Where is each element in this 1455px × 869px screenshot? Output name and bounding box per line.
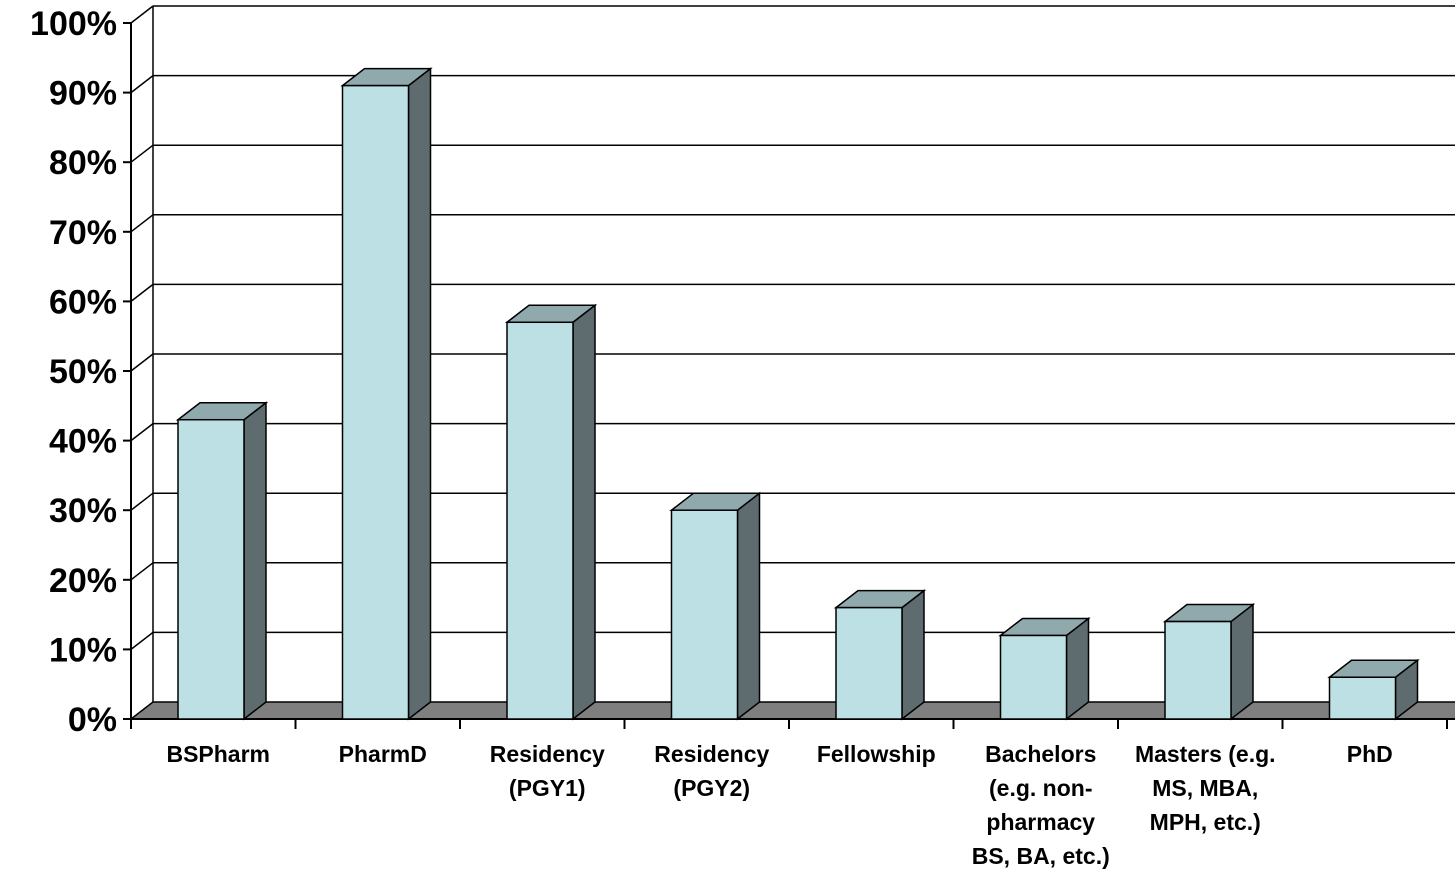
bar xyxy=(998,616,1091,721)
x-category-label: Masters (e.g. MS, MBA, MPH, etc.) xyxy=(1135,741,1276,835)
gridline-depth xyxy=(130,75,154,94)
bar xyxy=(504,303,598,721)
gridlines xyxy=(130,5,1455,702)
x-category-label-line: MS, MBA, xyxy=(1152,775,1258,801)
y-tick-label: 40% xyxy=(49,423,117,461)
y-tick-label: 30% xyxy=(49,492,117,530)
x-category-label-line: BS, BA, etc.) xyxy=(972,843,1110,869)
x-category-label-line: PharmD xyxy=(339,741,427,767)
gridline-depth xyxy=(130,353,154,372)
y-tick-label: 80% xyxy=(49,144,117,182)
bar-front xyxy=(835,606,903,720)
bar-front xyxy=(670,509,739,720)
y-tick-label: 10% xyxy=(49,631,117,669)
x-category-label: Residency (PGY2) xyxy=(654,741,769,801)
x-category-label-line: pharmacy xyxy=(986,809,1095,835)
gridline-depth xyxy=(130,423,154,442)
gridline-depth xyxy=(130,144,154,163)
y-tick-label: 20% xyxy=(49,562,117,600)
bar-side xyxy=(572,303,596,721)
x-category-label-line: Masters (e.g. xyxy=(1135,741,1276,767)
bars xyxy=(175,67,1420,721)
bar-side xyxy=(407,67,432,721)
x-category-label-line: Bachelors xyxy=(985,741,1096,767)
x-category-label-line: MPH, etc.) xyxy=(1150,809,1261,835)
bar xyxy=(340,67,433,721)
x-category-label: PhD xyxy=(1347,741,1393,767)
bar-front xyxy=(506,321,574,720)
x-category-label: Bachelors (e.g. non-pharmacy BS, BA, etc.) xyxy=(972,741,1110,869)
y-tick-label: 70% xyxy=(49,214,117,252)
x-category-label: Fellowship xyxy=(817,741,936,767)
gridline-depth xyxy=(130,562,154,581)
bar-front xyxy=(177,418,245,720)
x-category-label-line: (PGY1) xyxy=(509,775,586,801)
y-tick-label: 100% xyxy=(30,5,117,43)
bar xyxy=(833,589,927,721)
x-category-label-line: Residency xyxy=(490,741,605,767)
x-category-label-line: (PGY2) xyxy=(673,775,750,801)
bar-side xyxy=(736,491,761,721)
bar xyxy=(175,401,269,721)
gridline-depth xyxy=(130,631,154,650)
gridline-depth xyxy=(130,492,154,511)
bar-side xyxy=(243,401,267,721)
x-category-label-line: BSPharm xyxy=(166,741,270,767)
bar-side xyxy=(901,589,925,721)
y-tick-label: 60% xyxy=(49,283,117,321)
x-category-label-line: Residency xyxy=(654,741,769,767)
gridline-depth xyxy=(130,283,154,302)
x-category-label: Residency (PGY1) xyxy=(490,741,605,801)
y-tick-label: 0% xyxy=(68,701,117,739)
y-tick-label: 90% xyxy=(49,75,117,113)
x-category-label-line: PhD xyxy=(1347,741,1393,767)
bar-front xyxy=(341,84,410,720)
x-category-label-line: (e.g. non- xyxy=(989,775,1092,801)
bar-front xyxy=(999,634,1068,720)
y-tick-label: 50% xyxy=(49,353,117,391)
x-category-label: PharmD xyxy=(339,741,427,767)
bar-front xyxy=(1164,620,1232,720)
bar xyxy=(669,491,762,721)
bar xyxy=(1327,658,1420,721)
bar-side xyxy=(1230,603,1254,721)
x-category-labels: BSPharm PharmD Residency (PGY1) Residency (PG… xyxy=(166,741,1392,869)
axes xyxy=(123,22,1455,729)
bar xyxy=(1162,603,1256,721)
chart-floor xyxy=(128,701,1455,720)
x-category-label-line: Fellowship xyxy=(817,741,936,767)
x-category-label: BSPharm xyxy=(166,741,270,767)
floor-plane xyxy=(128,701,1455,720)
gridline-depth xyxy=(130,5,154,24)
gridline-depth xyxy=(130,214,154,233)
y-tick-labels: 0% 10% 20% 30% 40% 50% 60% 70% 80% 90% 100% xyxy=(30,5,117,739)
bar-front xyxy=(1328,676,1397,720)
